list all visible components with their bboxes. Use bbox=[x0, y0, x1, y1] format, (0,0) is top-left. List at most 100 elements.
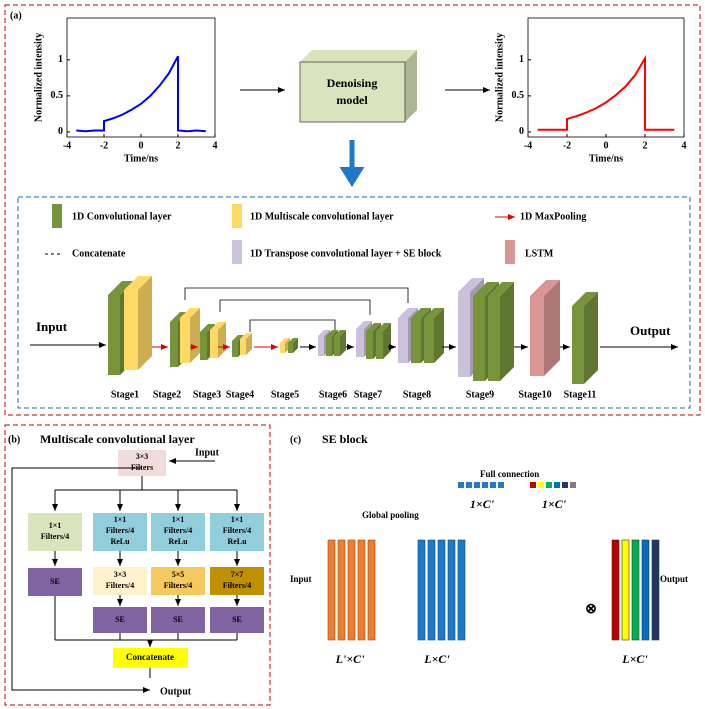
layer-block bbox=[293, 338, 298, 353]
concat-box bbox=[113, 648, 188, 668]
layer-block bbox=[246, 333, 252, 355]
neuron bbox=[562, 482, 568, 488]
layer-block bbox=[572, 292, 598, 306]
panel-label: (c) bbox=[290, 434, 301, 445]
x-tick-label: -4 bbox=[63, 140, 71, 151]
layer-block bbox=[366, 323, 381, 331]
x-tick-label: 2 bbox=[643, 140, 648, 151]
layer-block bbox=[326, 330, 338, 336]
neuron bbox=[554, 482, 560, 488]
model-box bbox=[300, 62, 405, 122]
label: Filters/4 bbox=[164, 581, 192, 590]
x-tick-label: -2 bbox=[563, 140, 571, 151]
label: 1×1 bbox=[49, 521, 62, 530]
layer-block bbox=[458, 292, 470, 377]
y-tick-label: 0.5 bbox=[512, 90, 525, 101]
label: 3×3 bbox=[114, 570, 127, 579]
label: Filters/4 bbox=[41, 532, 69, 541]
layer-block bbox=[488, 282, 514, 296]
filter-box bbox=[28, 513, 82, 551]
curve bbox=[76, 55, 206, 133]
label: Filters/4 bbox=[223, 526, 251, 535]
se-label: SE bbox=[173, 615, 183, 624]
se-label: SE bbox=[232, 615, 242, 624]
x-tick-label: -4 bbox=[524, 140, 532, 151]
size-label: L×C' bbox=[423, 652, 450, 666]
panel-frame bbox=[4, 424, 271, 706]
filter-box bbox=[93, 567, 147, 595]
y-axis-label: Normalized intensity bbox=[33, 33, 44, 122]
stage-label: Stage8 bbox=[403, 389, 431, 400]
legend-swatch bbox=[505, 240, 515, 264]
panel-label: (a) bbox=[10, 10, 22, 21]
layer-block bbox=[500, 282, 514, 381]
layer-block bbox=[383, 323, 391, 359]
legend-text: 1D Transpose convolutional layer + SE bl… bbox=[250, 248, 442, 259]
panel-title: SE block bbox=[322, 432, 368, 446]
layer-block bbox=[584, 292, 598, 384]
legend-swatch bbox=[52, 204, 62, 228]
size-label: 1×C' bbox=[542, 497, 567, 511]
label: Full connection bbox=[480, 469, 539, 479]
input-label: Input bbox=[36, 319, 68, 334]
layer-block bbox=[232, 341, 238, 357]
layer-block bbox=[424, 308, 444, 318]
stage-label: Stage9 bbox=[466, 389, 494, 400]
label: Filters/4 bbox=[106, 581, 134, 590]
se-label: SE bbox=[115, 615, 125, 624]
layer-block bbox=[288, 343, 293, 353]
layer-block bbox=[240, 339, 246, 355]
stage-label: Stage5 bbox=[271, 389, 299, 400]
layer-block bbox=[424, 318, 434, 363]
neuron bbox=[490, 482, 496, 488]
feature-bar bbox=[621, 539, 630, 641]
x-tick-label: 2 bbox=[176, 140, 181, 151]
label: 7×7 bbox=[231, 570, 244, 579]
x-axis-label: Time/ns bbox=[589, 153, 623, 164]
input-label: Input bbox=[290, 574, 312, 584]
stage-label: Stage11 bbox=[564, 389, 597, 400]
feature-bar bbox=[367, 539, 376, 641]
x-tick-label: 4 bbox=[682, 140, 687, 151]
layer-block bbox=[488, 296, 500, 381]
feature-bar bbox=[337, 539, 346, 641]
output-label: Output bbox=[660, 574, 688, 584]
layer-block bbox=[170, 322, 178, 367]
stage-label: Stage4 bbox=[226, 389, 254, 400]
model-box bbox=[300, 50, 417, 62]
layer-block bbox=[356, 329, 364, 357]
feature-bar bbox=[427, 539, 436, 641]
label: 3×3 bbox=[136, 452, 149, 461]
label: Filters bbox=[131, 463, 153, 472]
filter-box bbox=[93, 513, 147, 551]
layer-block bbox=[138, 276, 152, 370]
feature-bar bbox=[327, 539, 336, 641]
label: ReLu bbox=[168, 537, 188, 546]
output-label: Output bbox=[630, 323, 671, 338]
x-tick-label: 0 bbox=[604, 140, 609, 151]
layer-block bbox=[334, 336, 340, 356]
size-label: L×C' bbox=[621, 652, 648, 666]
legend-text: Concatenate bbox=[72, 248, 126, 259]
layer-block bbox=[473, 296, 485, 381]
feature-bar bbox=[417, 539, 426, 641]
legend-text: LSTM bbox=[525, 248, 554, 259]
layer-block bbox=[411, 318, 421, 363]
layer-block bbox=[340, 330, 346, 356]
legend-text: 1D Convolutional layer bbox=[72, 211, 172, 222]
layer-block bbox=[318, 330, 330, 336]
label: ReLu bbox=[227, 537, 247, 546]
filter-box bbox=[210, 513, 264, 551]
stage-label: Stage3 bbox=[193, 389, 221, 400]
y-tick-label: 0 bbox=[58, 126, 63, 137]
label: 1×1 bbox=[114, 515, 127, 524]
feature-bar bbox=[641, 539, 650, 641]
filter-box bbox=[210, 567, 264, 595]
label: Denoising bbox=[327, 76, 378, 90]
layer-block bbox=[411, 308, 431, 318]
y-tick-label: 0.5 bbox=[51, 90, 64, 101]
neuron bbox=[474, 482, 480, 488]
skip-connection bbox=[249, 319, 336, 335]
layer-block bbox=[572, 306, 584, 384]
label: Filters/4 bbox=[164, 526, 192, 535]
